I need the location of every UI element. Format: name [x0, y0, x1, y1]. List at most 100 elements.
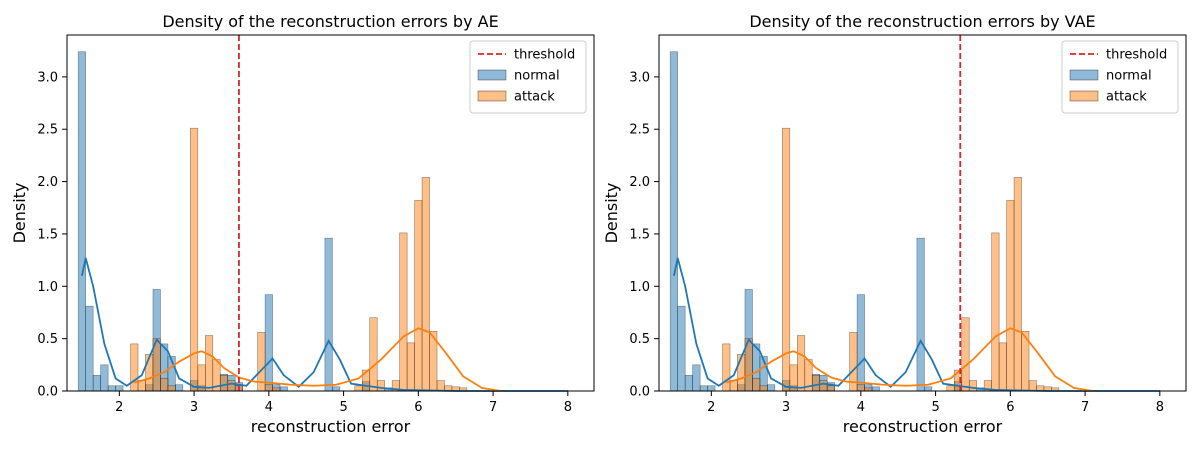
normal-bar	[115, 385, 124, 392]
x-tick-label: 6	[414, 400, 422, 415]
x-tick-label: 8	[1156, 400, 1164, 415]
normal-bar	[92, 374, 101, 392]
attack-bar	[130, 343, 139, 392]
attack-bar	[1006, 200, 1015, 392]
attack-bar	[414, 200, 423, 392]
y-tick-label: 2.5	[629, 123, 650, 138]
attack-bar	[826, 385, 835, 392]
y-tick-label: 2.0	[37, 175, 58, 190]
x-tick-label: 2	[707, 400, 715, 415]
attack-bar	[961, 317, 970, 392]
legend-label-attack: attack	[514, 90, 555, 105]
legend-label-normal: normal	[1106, 69, 1152, 84]
y-axis-label: Density	[602, 183, 621, 244]
attack-bar	[227, 380, 236, 392]
normal-bar	[279, 386, 288, 392]
x-tick-label: 8	[564, 400, 572, 415]
attack-bar	[369, 317, 378, 392]
normal-bar	[264, 294, 273, 392]
normal-bar	[871, 386, 880, 392]
normal-kde-line	[673, 257, 1160, 392]
legend-label-normal: normal	[514, 69, 560, 84]
chart-panel-1: 2 3 4 5 6 7 8 0.0 0.5 1.0 1.5 2.0 2.5 3.0 Density of t…	[10, 12, 595, 436]
x-tick-label: 7	[1081, 400, 1089, 415]
normal-bar	[699, 385, 708, 392]
attack-bar	[796, 335, 806, 392]
x-tick-label: 4	[265, 400, 273, 415]
x-tick-label: 7	[489, 400, 497, 415]
normal-bar	[916, 237, 925, 392]
y-tick-label: 1.5	[629, 227, 650, 242]
attack-bar	[436, 380, 445, 392]
attack-bar	[1028, 380, 1037, 392]
attack-bar	[722, 343, 731, 392]
x-tick-label: 2	[115, 400, 123, 415]
attack-kde-line	[726, 327, 1093, 392]
x-axis-label: reconstruction error	[843, 417, 1003, 436]
normal-bar	[332, 386, 341, 392]
y-tick-label: 1.0	[629, 280, 650, 295]
x-tick-label: 3	[190, 400, 198, 415]
attack-bar	[811, 374, 821, 392]
attack-bar	[819, 380, 828, 392]
x-tick-label: 5	[339, 400, 347, 415]
y-tick-label: 1.5	[37, 227, 58, 242]
normal-bar	[669, 51, 678, 392]
chart-title: Density of the reconstruction errors by …	[749, 12, 1095, 31]
histogram-bars	[669, 51, 1060, 392]
attack-bar	[752, 378, 761, 392]
attack-bar	[399, 232, 408, 392]
legend: threshold normal attack	[469, 40, 587, 114]
attack-bar	[145, 354, 154, 392]
attack-bar	[737, 354, 746, 392]
y-tick-label: 3.0	[37, 70, 58, 85]
legend-label-attack: attack	[1106, 90, 1147, 105]
normal-bar	[324, 237, 333, 392]
y-tick-label: 1.0	[37, 280, 58, 295]
attack-bar	[406, 342, 415, 392]
attack-bar	[167, 385, 176, 392]
attack-bar	[354, 385, 363, 392]
legend-attack-swatch	[477, 90, 507, 102]
normal-bar	[677, 305, 686, 392]
histogram-bars	[77, 51, 468, 392]
attack-bar	[782, 127, 791, 392]
normal-bar	[707, 385, 716, 392]
normal-bar	[107, 385, 116, 392]
y-tick-label: 0.0	[37, 385, 58, 400]
y-tick-label: 0.5	[629, 332, 650, 347]
normal-bar	[100, 364, 109, 392]
attack-bar	[1013, 177, 1022, 392]
normal-kde-line	[81, 257, 568, 392]
y-tick-label: 0.5	[37, 332, 58, 347]
normal-bar	[924, 386, 933, 392]
attack-bar	[376, 380, 386, 392]
attack-bar	[421, 177, 430, 392]
legend-label-threshold: threshold	[514, 48, 575, 63]
attack-bar	[856, 384, 865, 392]
y-tick-label: 0.0	[629, 385, 650, 400]
attack-bar	[264, 384, 273, 392]
normal-bar	[856, 294, 865, 392]
axes-frame	[658, 34, 1187, 392]
normal-bar	[77, 51, 86, 392]
attack-bar	[219, 374, 229, 392]
attack-bar	[946, 385, 955, 392]
normal-bar	[175, 384, 184, 392]
normal-bar	[692, 364, 701, 392]
attack-bar	[991, 232, 1000, 392]
y-tick-label: 3.0	[629, 70, 650, 85]
axes-frame	[66, 34, 595, 392]
attack-bar	[190, 127, 199, 392]
legend-label-threshold: threshold	[1106, 48, 1167, 63]
legend-attack-swatch	[1069, 90, 1099, 102]
y-tick-label: 2.5	[37, 123, 58, 138]
chart-panel-2: 2 3 4 5 6 7 8 0.0 0.5 1.0 1.5 2.0 2.5 3.0 Density of t…	[602, 12, 1187, 436]
attack-bar	[160, 378, 169, 392]
x-axis-label: reconstruction error	[251, 417, 411, 436]
legend: threshold normal attack	[1061, 40, 1179, 114]
x-tick-label: 4	[857, 400, 865, 415]
legend-normal-swatch	[1069, 69, 1099, 81]
x-tick-label: 3	[782, 400, 790, 415]
